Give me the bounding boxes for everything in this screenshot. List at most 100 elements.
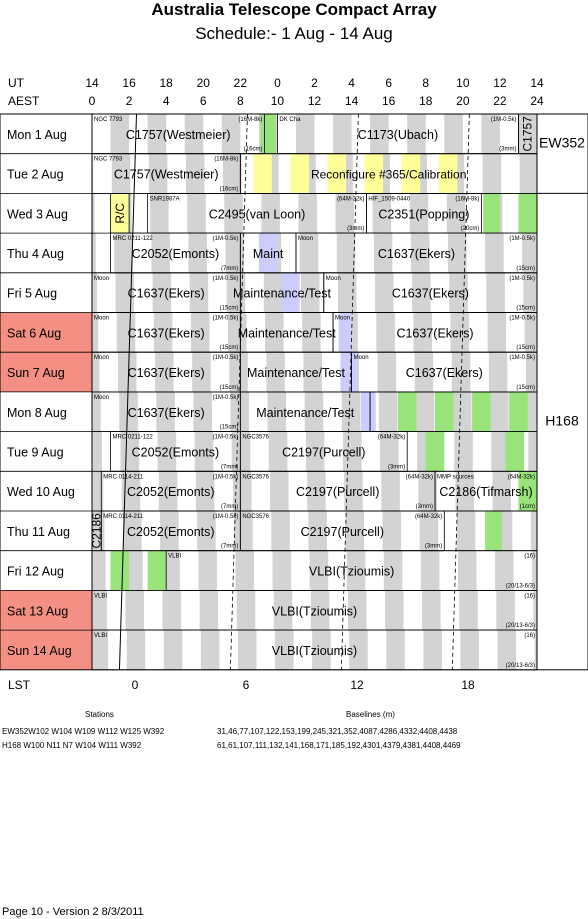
observation-label: C1637(Ekers) — [392, 287, 469, 301]
observation-source: Moon — [298, 236, 313, 242]
grey-stripe — [223, 153, 242, 194]
grey-stripe — [454, 431, 473, 472]
observation-array: (15cm) — [516, 306, 535, 312]
observation-array: (15cm) — [220, 425, 239, 431]
observation-band: (1M-0.5k) — [213, 276, 239, 282]
grey-stripe — [271, 511, 290, 551]
grey-stripe — [305, 431, 325, 472]
lst-tick: 0 — [132, 678, 139, 692]
grey-stripe — [487, 312, 507, 353]
grey-stripe — [230, 391, 250, 432]
grey-stripe — [375, 272, 394, 313]
observation-label: C1757 — [521, 116, 535, 152]
grey-stripe — [126, 630, 146, 670]
grey-stripe — [450, 312, 470, 353]
observation-band: (16M-8k) — [214, 157, 238, 163]
grey-stripe — [482, 153, 502, 194]
grey-stripe — [307, 471, 326, 511]
grey-stripe — [409, 193, 429, 234]
observation-label: C2197(Purcell) — [296, 485, 379, 499]
grey-stripe — [157, 431, 177, 472]
grey-stripe — [488, 352, 508, 392]
observation-band: (16) — [524, 554, 535, 560]
observation-array: (3mm) — [388, 464, 405, 470]
grey-stripe — [189, 272, 209, 313]
grey-stripe — [156, 391, 175, 432]
grey-stripe — [122, 511, 142, 551]
weekend-day-cell — [0, 352, 92, 392]
grey-stripe — [446, 193, 466, 234]
aest-tick: 6 — [200, 94, 207, 108]
observation-band: (1M-0.5k) — [509, 316, 535, 322]
observation-label: C2186 — [90, 513, 104, 549]
observation-array: (16cm) — [220, 186, 239, 192]
observation-label: C1637(Ekers) — [128, 326, 205, 340]
observation-array: (20/13-6/3) — [506, 623, 535, 629]
grey-stripe — [333, 114, 352, 154]
grey-stripe — [338, 272, 357, 313]
grey-stripe — [272, 550, 292, 591]
observation-label: C1637(Ekers) — [128, 366, 205, 380]
observation-label: C2351(Popping) — [378, 207, 469, 221]
observation-source: Moon — [94, 276, 109, 282]
grey-stripe — [492, 471, 512, 511]
green-slot — [147, 550, 167, 591]
ut-tick: 14 — [530, 76, 544, 90]
grey-stripe — [114, 233, 133, 273]
page-subtitle: Schedule:- 1 Aug - 14 Aug — [195, 24, 393, 43]
grey-stripe — [530, 511, 537, 551]
grey-stripe — [412, 272, 431, 313]
observation-array: (16cm) — [244, 147, 263, 153]
observation-source: MRC 0114-211 — [103, 514, 143, 520]
grey-stripe — [418, 471, 437, 511]
grey-stripe — [295, 114, 315, 154]
grey-stripe — [92, 272, 97, 313]
grey-stripe — [534, 630, 537, 670]
grey-stripe — [341, 391, 361, 432]
grey-stripe — [419, 511, 439, 551]
grey-stripe — [486, 272, 505, 313]
grey-stripe — [376, 312, 395, 353]
yellow-slot — [438, 153, 458, 194]
grey-stripe — [228, 312, 247, 353]
day-label: Sat 13 Aug — [7, 604, 68, 618]
observation-source: Moon — [354, 355, 369, 361]
observation-band: (1M-0.5k) — [213, 474, 239, 480]
grey-stripe — [347, 590, 367, 631]
observation-label: Maintenance/Test — [247, 366, 346, 380]
grey-stripe — [198, 550, 217, 591]
observation-array: (15cm) — [220, 345, 239, 351]
observation-label: VLBI(Tzioumis) — [272, 604, 357, 618]
ut-tick: 12 — [493, 76, 507, 90]
grey-stripe — [120, 431, 140, 472]
observation-array: (15cm) — [516, 385, 535, 391]
lst-tick: 12 — [350, 678, 364, 692]
grey-stripe — [92, 312, 99, 353]
grey-stripe — [163, 630, 183, 670]
green-slot — [518, 193, 537, 234]
observation-band: (1M-0.5k) — [509, 276, 535, 282]
day-label: Sat 6 Aug — [7, 326, 61, 340]
grey-stripe — [158, 471, 178, 511]
grey-stripe — [497, 630, 517, 670]
green-slot — [425, 431, 445, 472]
day-label: Sun 14 Aug — [7, 644, 72, 658]
lst-curve — [229, 113, 248, 670]
grey-stripe — [232, 471, 252, 511]
stations-row: EW352W102 W104 W109 W112 W125 W392 — [2, 727, 165, 736]
grey-stripe — [221, 114, 241, 154]
grey-stripe — [382, 511, 402, 551]
grey-stripe — [185, 153, 205, 194]
grey-stripe — [268, 431, 288, 472]
observation-source: NGC 7793 — [94, 117, 123, 123]
observation-source: SNR1987A — [150, 196, 180, 202]
grey-stripe — [92, 352, 100, 392]
grey-stripe — [225, 233, 245, 273]
grey-stripe — [190, 312, 210, 353]
weekend-day-cell — [0, 312, 92, 353]
grey-stripe — [378, 391, 398, 432]
grey-stripe — [422, 590, 441, 631]
green-slot — [485, 511, 502, 551]
observation-label: Maint — [253, 247, 284, 261]
observation-source: Moon — [326, 276, 341, 282]
